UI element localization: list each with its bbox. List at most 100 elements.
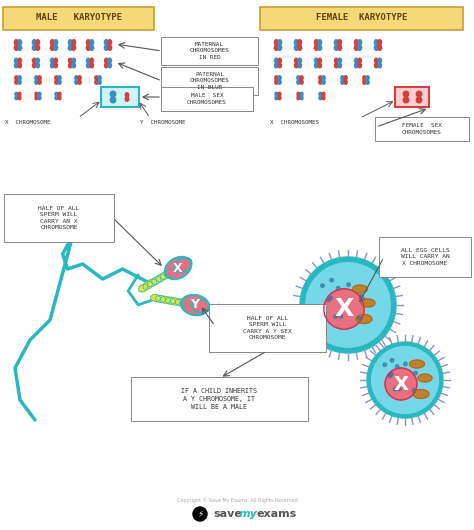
Ellipse shape [298, 63, 301, 68]
Ellipse shape [335, 63, 338, 68]
Ellipse shape [314, 45, 318, 50]
Ellipse shape [318, 63, 321, 68]
Ellipse shape [341, 76, 344, 80]
Ellipse shape [355, 58, 358, 63]
Ellipse shape [15, 63, 18, 68]
Ellipse shape [300, 92, 303, 96]
Ellipse shape [314, 40, 318, 45]
Ellipse shape [50, 45, 54, 50]
Ellipse shape [58, 92, 61, 96]
Circle shape [388, 374, 392, 378]
Ellipse shape [297, 80, 300, 84]
Text: FEMALE  SEX
CHROMOSOMES: FEMALE SEX CHROMOSOMES [402, 123, 442, 135]
Text: Y: Y [191, 298, 200, 312]
Ellipse shape [275, 96, 278, 100]
Ellipse shape [319, 76, 322, 80]
FancyBboxPatch shape [161, 87, 253, 111]
Ellipse shape [110, 91, 116, 97]
FancyBboxPatch shape [131, 377, 308, 421]
Ellipse shape [15, 80, 18, 84]
Ellipse shape [18, 96, 21, 100]
Ellipse shape [416, 91, 422, 97]
Ellipse shape [297, 92, 300, 96]
Ellipse shape [374, 40, 378, 45]
Circle shape [334, 315, 337, 319]
Ellipse shape [104, 58, 108, 63]
Text: FEMALE  KARYOTYPE: FEMALE KARYOTYPE [316, 13, 408, 22]
Ellipse shape [18, 45, 22, 50]
Ellipse shape [298, 45, 301, 50]
Ellipse shape [35, 92, 38, 96]
FancyBboxPatch shape [209, 304, 326, 352]
Ellipse shape [18, 76, 21, 80]
Ellipse shape [338, 40, 342, 45]
Ellipse shape [319, 80, 322, 84]
Ellipse shape [72, 58, 75, 63]
Circle shape [393, 387, 397, 391]
Ellipse shape [14, 45, 18, 50]
Ellipse shape [318, 58, 321, 63]
Ellipse shape [278, 76, 281, 80]
Text: MALE   KARYOTYPE: MALE KARYOTYPE [36, 13, 122, 22]
Ellipse shape [344, 76, 347, 80]
FancyBboxPatch shape [161, 37, 258, 65]
Ellipse shape [38, 80, 41, 84]
Ellipse shape [86, 58, 90, 63]
Ellipse shape [38, 92, 41, 96]
Ellipse shape [322, 92, 325, 96]
Ellipse shape [319, 92, 322, 96]
Ellipse shape [69, 63, 72, 68]
Ellipse shape [180, 299, 190, 307]
Ellipse shape [363, 80, 366, 84]
Ellipse shape [344, 80, 347, 84]
Ellipse shape [104, 40, 108, 45]
Ellipse shape [356, 314, 372, 323]
Ellipse shape [125, 93, 129, 97]
Ellipse shape [378, 58, 382, 63]
Ellipse shape [366, 76, 369, 80]
Ellipse shape [175, 258, 191, 272]
Ellipse shape [110, 97, 116, 103]
Ellipse shape [358, 45, 362, 50]
Ellipse shape [125, 97, 129, 101]
Ellipse shape [416, 97, 422, 103]
Ellipse shape [355, 63, 358, 68]
FancyBboxPatch shape [375, 117, 469, 141]
Ellipse shape [322, 96, 325, 100]
Circle shape [339, 314, 343, 318]
FancyBboxPatch shape [261, 6, 464, 30]
Ellipse shape [338, 63, 341, 68]
Ellipse shape [38, 76, 41, 80]
Ellipse shape [68, 40, 72, 45]
Ellipse shape [90, 58, 93, 63]
Text: ⚡: ⚡ [197, 509, 203, 518]
Ellipse shape [58, 96, 61, 100]
Ellipse shape [108, 58, 111, 63]
Ellipse shape [297, 96, 300, 100]
Ellipse shape [72, 45, 76, 50]
Ellipse shape [278, 45, 282, 50]
Text: Copyright © Save My Exams. All Rights Reserved: Copyright © Save My Exams. All Rights Re… [177, 497, 297, 503]
Ellipse shape [358, 58, 362, 63]
Ellipse shape [403, 97, 409, 103]
Ellipse shape [155, 295, 165, 303]
Ellipse shape [165, 297, 175, 304]
Circle shape [327, 298, 330, 302]
Ellipse shape [334, 45, 338, 50]
Ellipse shape [319, 96, 322, 100]
Ellipse shape [274, 63, 278, 68]
Ellipse shape [147, 279, 157, 287]
Ellipse shape [358, 63, 362, 68]
FancyBboxPatch shape [4, 194, 114, 242]
FancyBboxPatch shape [3, 6, 155, 30]
Ellipse shape [108, 40, 112, 45]
Ellipse shape [95, 76, 98, 80]
Ellipse shape [318, 45, 322, 50]
FancyBboxPatch shape [379, 237, 471, 277]
Ellipse shape [161, 296, 171, 303]
Ellipse shape [156, 274, 165, 282]
Ellipse shape [55, 80, 58, 84]
Ellipse shape [143, 281, 152, 289]
Ellipse shape [55, 92, 58, 96]
Ellipse shape [36, 45, 40, 50]
